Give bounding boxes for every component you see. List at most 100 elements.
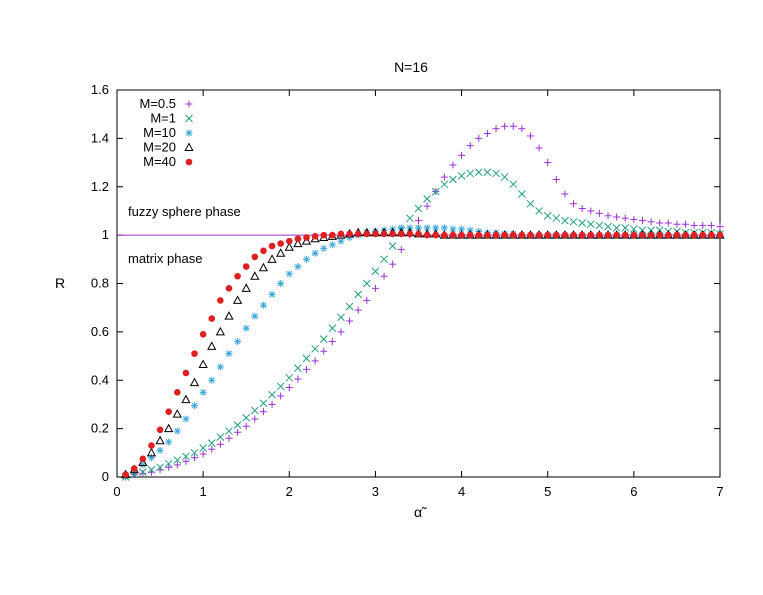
data-point xyxy=(708,231,715,239)
data-point xyxy=(509,122,517,130)
data-point xyxy=(207,341,217,350)
legend-label: M=40 xyxy=(143,154,176,169)
x-tick-label: 3 xyxy=(372,484,379,499)
data-point xyxy=(501,231,508,239)
data-point xyxy=(380,255,388,264)
data-point xyxy=(301,236,312,245)
data-point xyxy=(363,296,371,304)
data-point xyxy=(251,312,259,320)
data-point xyxy=(552,175,560,183)
annotation-matrix-phase: matrix phase xyxy=(128,251,202,266)
data-point xyxy=(277,392,285,400)
data-point xyxy=(570,200,578,208)
data-point xyxy=(164,459,173,468)
data-point xyxy=(303,234,310,241)
data-point xyxy=(259,301,267,309)
data-point xyxy=(501,122,509,130)
data-point xyxy=(431,187,440,196)
data-point xyxy=(457,172,466,180)
data-point xyxy=(139,469,147,477)
data-point xyxy=(191,402,199,410)
data-point xyxy=(285,384,293,392)
y-tick-label: 0 xyxy=(102,469,109,484)
data-point xyxy=(362,279,371,288)
data-point xyxy=(449,161,457,169)
data-point xyxy=(311,344,319,353)
data-point xyxy=(699,231,707,239)
data-point xyxy=(224,311,234,320)
data-point xyxy=(595,221,604,230)
data-point xyxy=(242,413,251,422)
data-point xyxy=(156,463,164,472)
data-point xyxy=(242,324,250,332)
data-point xyxy=(458,151,466,159)
legend-marker xyxy=(185,100,193,108)
data-point xyxy=(182,457,190,465)
y-tick-label: 1.4 xyxy=(91,130,109,145)
x-tick-label: 2 xyxy=(286,484,293,499)
data-point xyxy=(320,244,328,252)
data-point xyxy=(208,315,216,322)
data-point xyxy=(165,438,173,446)
data-point xyxy=(242,422,250,430)
data-point xyxy=(458,231,465,239)
data-point xyxy=(716,231,724,239)
data-point xyxy=(268,400,276,408)
data-point xyxy=(138,468,147,477)
data-point xyxy=(328,324,337,333)
data-point xyxy=(232,295,243,304)
data-point xyxy=(208,376,216,384)
data-point xyxy=(561,190,569,198)
data-point xyxy=(294,364,302,373)
data-point xyxy=(397,246,405,254)
y-tick-label: 0.8 xyxy=(91,276,109,291)
chart-title: N=16 xyxy=(394,59,428,75)
data-point xyxy=(544,231,552,239)
data-point xyxy=(613,231,620,239)
data-point xyxy=(673,220,681,228)
data-point xyxy=(173,427,181,435)
series-m-0-5 xyxy=(122,122,724,481)
data-point xyxy=(587,207,595,215)
data-point xyxy=(172,409,182,418)
data-point xyxy=(233,421,242,429)
data-point xyxy=(509,231,517,239)
legend-marker xyxy=(184,142,194,151)
data-point xyxy=(621,231,629,239)
data-point xyxy=(483,168,492,177)
data-point xyxy=(139,461,147,469)
data-point xyxy=(259,408,267,416)
data-point xyxy=(432,231,440,239)
data-point xyxy=(199,444,207,452)
data-point xyxy=(406,214,414,223)
data-point xyxy=(664,219,672,227)
data-point xyxy=(250,406,259,415)
data-point xyxy=(449,175,457,184)
data-point xyxy=(699,221,707,229)
data-point xyxy=(285,270,293,278)
data-point xyxy=(346,317,354,325)
data-point xyxy=(553,231,560,239)
data-point xyxy=(346,230,353,238)
data-point xyxy=(198,359,208,369)
data-point xyxy=(673,231,681,239)
data-point xyxy=(320,231,328,239)
data-point xyxy=(268,242,276,250)
data-point xyxy=(319,335,328,343)
data-point xyxy=(259,399,268,408)
data-point xyxy=(484,231,491,239)
data-point xyxy=(251,415,259,423)
data-point xyxy=(475,134,483,142)
data-point xyxy=(277,240,284,247)
data-point xyxy=(337,328,345,336)
data-point xyxy=(543,211,552,220)
data-point xyxy=(406,230,414,238)
y-axis: 0 0.2 0.4 0.6 0.8 1 1.2 1.4 1.6 xyxy=(91,82,720,484)
data-point xyxy=(544,159,552,167)
data-point xyxy=(147,454,155,462)
data-point xyxy=(293,238,303,248)
data-point xyxy=(285,373,294,382)
data-point xyxy=(234,272,241,280)
x-tick-label: 1 xyxy=(200,484,207,499)
data-point xyxy=(147,465,156,474)
